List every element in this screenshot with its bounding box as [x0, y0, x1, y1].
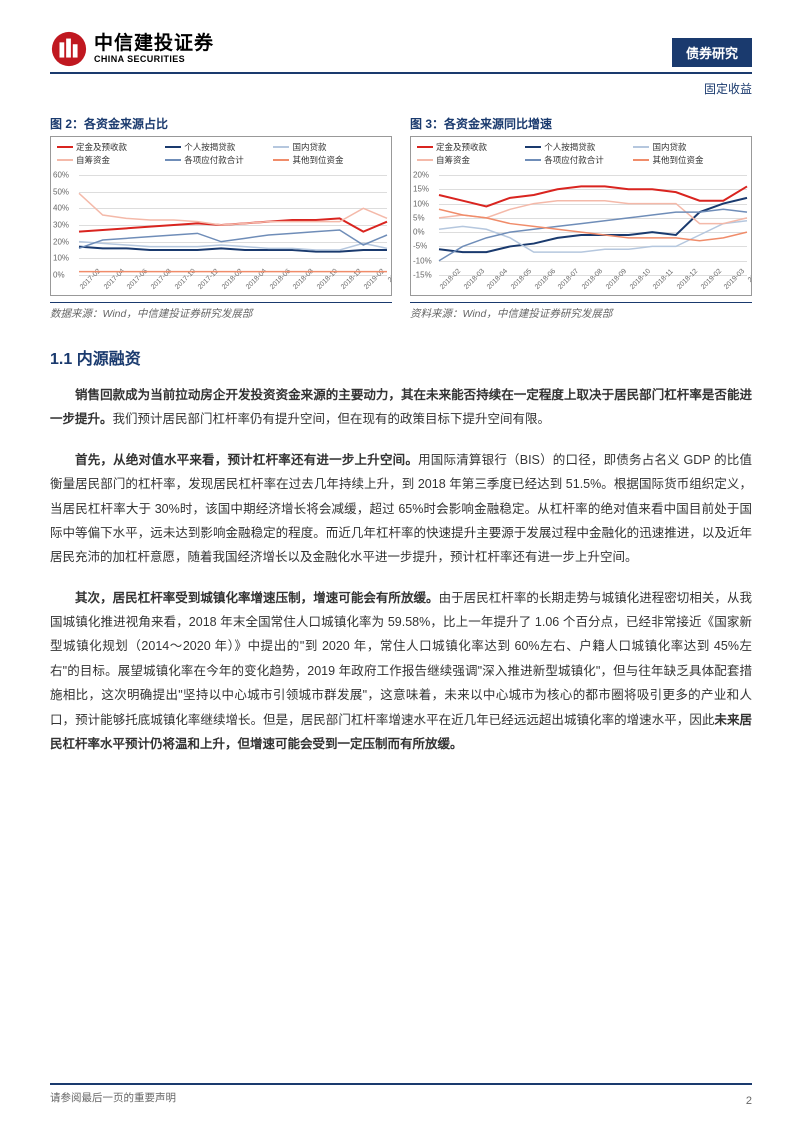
chart-2-source: 数据来源：Wind，中信建投证券研究发展部 [50, 302, 392, 321]
subheader: 固定收益 [50, 80, 752, 97]
chart-2-title: 图 2：各资金来源占比 [50, 115, 392, 132]
page-header: 中信建投证券 CHINA SECURITIES 债券研究 [50, 30, 752, 74]
logo: 中信建投证券 CHINA SECURITIES [50, 30, 214, 68]
logo-cn: 中信建投证券 [94, 34, 214, 55]
paragraph-2: 首先，从绝对值水平来看，预计杠杆率还有进一步上升空间。用国际清算银行（BIS）的… [50, 448, 752, 570]
header-badge: 债券研究 [672, 38, 752, 67]
chart-3: 图 3：各资金来源同比增速 定金及预收款个人按揭贷款国内贷款自筹资金各项应付款合… [410, 115, 752, 296]
p1-rest: 我们预计居民部门杠杆率仍有提升空间，但在现有的政策目标下提升空间有限。 [113, 412, 551, 426]
section-heading: 1.1 内源融资 [50, 345, 752, 369]
p3-lead: 其次，居民杠杆率受到城镇化率增速压制，增速可能会有所放缓。 [75, 591, 439, 605]
charts-row: 图 2：各资金来源占比 定金及预收款个人按揭贷款国内贷款自筹资金各项应付款合计其… [50, 115, 752, 296]
chart-2: 图 2：各资金来源占比 定金及预收款个人按揭贷款国内贷款自筹资金各项应付款合计其… [50, 115, 392, 296]
p2-rest: 用国际清算银行（BIS）的口径，即债务占名义 GDP 的比值衡量居民部门的杠杆率… [50, 453, 752, 565]
footer-rule [50, 1083, 752, 1085]
chart-3-plot: 定金及预收款个人按揭贷款国内贷款自筹资金各项应付款合计其他到位资金-15%-10… [410, 136, 752, 296]
chart-2-plot: 定金及预收款个人按揭贷款国内贷款自筹资金各项应付款合计其他到位资金0%10%20… [50, 136, 392, 296]
logo-icon [50, 30, 88, 68]
chart-3-title: 图 3：各资金来源同比增速 [410, 115, 752, 132]
p3-mid: 由于居民杠杆率的长期走势与城镇化进程密切相关，从我国城镇化推进视角来看，2018… [50, 591, 752, 727]
footer-disclaimer: 请参阅最后一页的重要声明 [50, 1092, 176, 1104]
chart-3-source: 资料来源：Wind，中信建投证券研究发展部 [410, 302, 752, 321]
logo-en: CHINA SECURITIES [94, 55, 214, 65]
page-number: 2 [746, 1095, 752, 1107]
paragraph-3: 其次，居民杠杆率受到城镇化率增速压制，增速可能会有所放缓。由于居民杠杆率的长期走… [50, 586, 752, 757]
footer: 请参阅最后一页的重要声明 2 [50, 1083, 752, 1105]
p2-lead: 首先，从绝对值水平来看，预计杠杆率还有进一步上升空间。 [75, 453, 418, 467]
paragraph-1: 销售回款成为当前拉动房企开发投资资金来源的主要动力，其在未来能否持续在一定程度上… [50, 383, 752, 432]
